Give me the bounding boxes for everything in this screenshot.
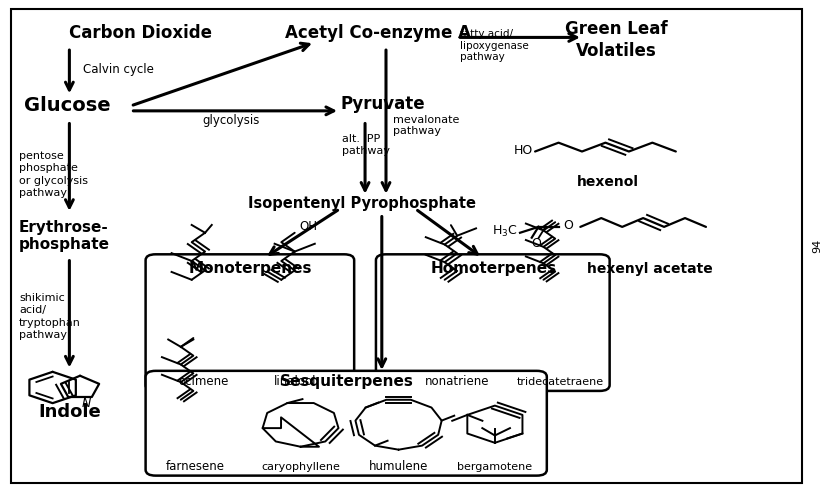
Text: Carbon Dioxide: Carbon Dioxide xyxy=(70,24,212,42)
Text: alt. IPP
pathway: alt. IPP pathway xyxy=(342,135,390,156)
Text: Indole: Indole xyxy=(38,403,101,421)
Text: Acetyl Co-enzyme A: Acetyl Co-enzyme A xyxy=(285,24,472,42)
FancyBboxPatch shape xyxy=(146,254,354,391)
Text: pentose
phosphate
or glycolysis
pathway: pentose phosphate or glycolysis pathway xyxy=(19,151,88,198)
FancyBboxPatch shape xyxy=(146,371,547,476)
Text: Homoterpenes: Homoterpenes xyxy=(430,261,556,275)
Text: hexenyl acetate: hexenyl acetate xyxy=(587,262,712,276)
Text: Monoterpenes: Monoterpenes xyxy=(189,261,312,275)
Text: Sesquiterpenes: Sesquiterpenes xyxy=(279,374,414,389)
Text: bergamotene: bergamotene xyxy=(457,462,533,472)
Text: linalool: linalool xyxy=(274,375,317,388)
Text: hexenol: hexenol xyxy=(577,175,639,189)
Text: mevalonate
pathway: mevalonate pathway xyxy=(393,115,459,136)
Text: N: N xyxy=(82,397,91,409)
Text: H$_3$C: H$_3$C xyxy=(492,224,518,239)
Text: Pyruvate: Pyruvate xyxy=(341,94,425,112)
Text: Isopentenyl Pyrophosphate: Isopentenyl Pyrophosphate xyxy=(248,196,476,212)
Text: tridecatetraene: tridecatetraene xyxy=(517,377,604,386)
Text: shikimic
acid/
tryptophan
pathway: shikimic acid/ tryptophan pathway xyxy=(19,293,81,340)
Text: fatty acid/
lipoxygenase
pathway: fatty acid/ lipoxygenase pathway xyxy=(460,29,529,62)
Text: glycolysis: glycolysis xyxy=(202,114,260,127)
Text: humulene: humulene xyxy=(369,460,428,473)
Text: O: O xyxy=(564,219,573,232)
Text: O: O xyxy=(531,237,541,249)
Text: Erythrose-
phosphate: Erythrose- phosphate xyxy=(19,219,110,252)
Text: nonatriene: nonatriene xyxy=(425,375,489,388)
Text: 94: 94 xyxy=(812,238,822,253)
Text: HO: HO xyxy=(513,143,533,157)
Text: farnesene: farnesene xyxy=(165,460,225,473)
Text: OH: OH xyxy=(299,220,317,233)
Text: Green Leaf
Volatiles: Green Leaf Volatiles xyxy=(565,20,668,60)
Text: Glucose: Glucose xyxy=(24,96,111,115)
Text: Calvin cycle: Calvin cycle xyxy=(83,63,154,76)
Text: ocimene: ocimene xyxy=(178,375,228,388)
FancyBboxPatch shape xyxy=(376,254,610,391)
Text: caryophyllene: caryophyllene xyxy=(261,462,340,472)
